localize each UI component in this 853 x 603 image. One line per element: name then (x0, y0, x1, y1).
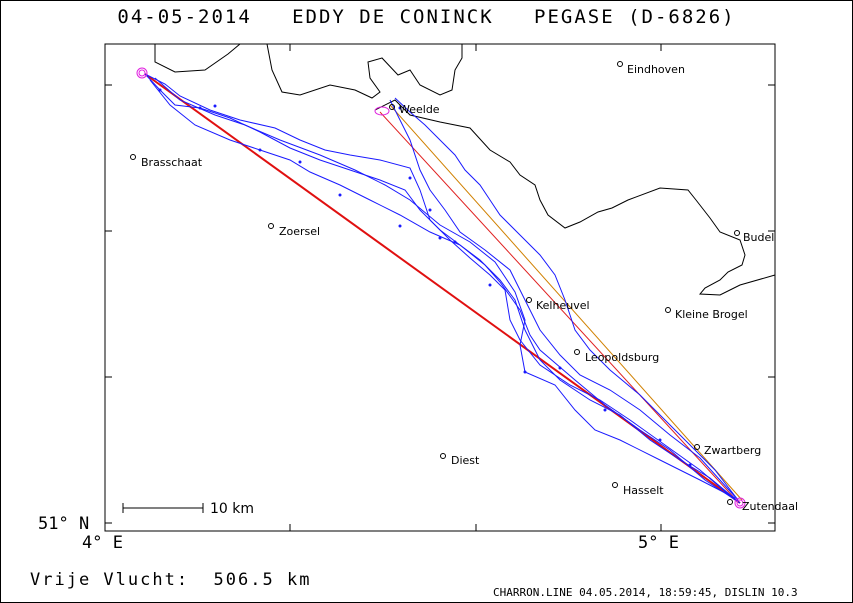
place-label: Zutendaal (742, 500, 798, 513)
credit-line: CHARRON.LINE 04.05.2014, 18:59:45, DISLI… (493, 586, 798, 599)
task-leg-thin (379, 111, 739, 503)
place-label: Hasselt (623, 484, 664, 497)
flight-title: 04-05-2014 EDDY DE CONINCK PEGASE (D-682… (0, 6, 853, 28)
pilot-name: EDDY DE CONINCK (292, 6, 494, 28)
longitude-label: 4° E (82, 533, 123, 553)
turnpoint-weelde (374, 106, 390, 116)
task-leg-main (144, 73, 741, 504)
place-label: Kelheuvel (536, 299, 590, 312)
glider-name: PEGASE (D-6826) (534, 6, 736, 28)
place-label: Weelde (399, 103, 440, 116)
finish-point (734, 497, 746, 509)
place-label: Zwartberg (704, 444, 761, 457)
start-point (136, 67, 148, 79)
place-label: Budel (743, 231, 774, 244)
longitude-label: 5° E (638, 533, 679, 553)
flight-track (144, 73, 741, 504)
axis-ticks (104, 44, 775, 531)
track-markers (158, 88, 692, 467)
latitude-label: 51° N (38, 514, 90, 534)
place-label: Kleine Brogel (675, 308, 748, 321)
place-label: Eindhoven (627, 63, 685, 76)
place-labels: Eindhoven Weelde Brasschaat Zoersel Bude… (141, 63, 798, 513)
country-border (154, 43, 463, 99)
place-label: Brasschaat (141, 156, 203, 169)
scale-bar (122, 503, 204, 513)
place-label: Zoersel (279, 225, 320, 238)
flight-date: 04-05-2014 (117, 6, 252, 28)
map-frame (104, 43, 776, 532)
place-label: Leopoldsburg (585, 351, 659, 364)
turnpoint-markers (136, 67, 746, 509)
distance-label: Vrije Vlucht: (30, 570, 190, 590)
place-label: Diest (451, 454, 480, 467)
distance-value: 506.5 km (213, 570, 312, 590)
place-markers (130, 61, 740, 505)
country-border-south (374, 99, 776, 296)
scale-bar-label: 10 km (210, 501, 254, 517)
distance-summary: Vrije Vlucht: 506.5 km (30, 570, 311, 590)
